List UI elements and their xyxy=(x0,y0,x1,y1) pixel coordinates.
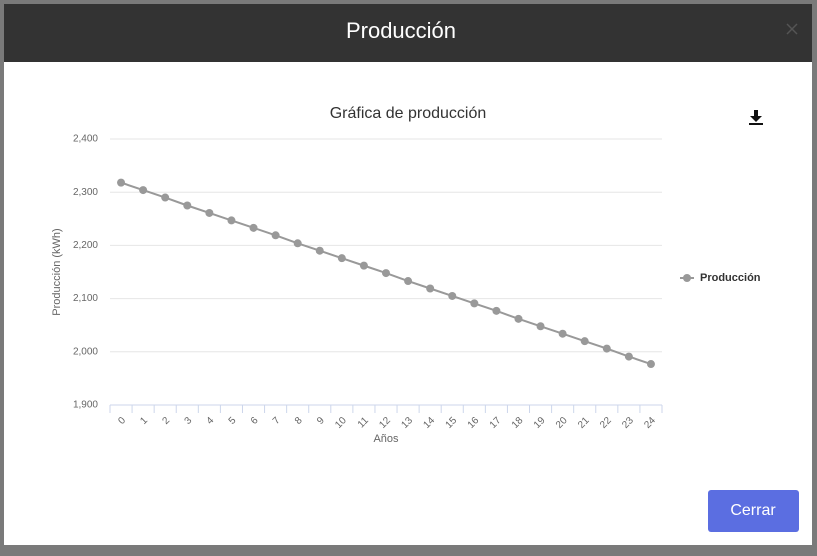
y-axis-title: Producción (kWh) xyxy=(51,228,63,315)
data-point xyxy=(249,223,258,232)
data-point xyxy=(205,208,214,217)
close-footer-button[interactable]: Cerrar xyxy=(708,490,799,532)
modal-header xyxy=(4,4,812,62)
y-tick-label: 2,400 xyxy=(73,134,98,145)
data-point xyxy=(293,239,302,248)
data-point xyxy=(315,246,324,255)
data-point xyxy=(337,254,346,263)
data-point xyxy=(117,178,126,187)
y-tick-label: 2,100 xyxy=(73,293,98,304)
data-point xyxy=(183,201,192,210)
data-point xyxy=(492,306,501,315)
legend-marker xyxy=(683,274,691,282)
data-point xyxy=(580,337,589,346)
data-point xyxy=(536,322,545,331)
data-point xyxy=(404,277,413,286)
y-tick-label: 2,000 xyxy=(73,346,98,357)
data-point xyxy=(359,261,368,270)
modal-title: Producción xyxy=(346,18,456,43)
data-point xyxy=(624,352,633,361)
button-label: Cerrar xyxy=(730,502,776,519)
data-point xyxy=(602,344,611,353)
close-button[interactable] xyxy=(786,23,798,35)
modal xyxy=(4,4,812,545)
data-point xyxy=(514,314,523,323)
data-point xyxy=(227,216,236,225)
legend-label: Producción xyxy=(700,272,761,284)
data-point xyxy=(646,360,655,369)
data-point xyxy=(448,291,457,300)
data-point xyxy=(161,193,170,202)
data-point xyxy=(558,329,567,338)
data-point xyxy=(426,284,435,293)
chart-title: Gráfica de producción xyxy=(330,105,487,122)
data-point xyxy=(271,231,280,240)
data-point xyxy=(382,269,390,278)
x-axis-title: Años xyxy=(373,433,399,445)
y-tick-label: 2,300 xyxy=(73,187,98,198)
data-point xyxy=(139,186,148,195)
y-tick-label: 1,900 xyxy=(73,400,98,411)
y-tick-label: 2,200 xyxy=(73,240,98,251)
data-point xyxy=(470,299,479,308)
download-button[interactable] xyxy=(749,110,763,125)
